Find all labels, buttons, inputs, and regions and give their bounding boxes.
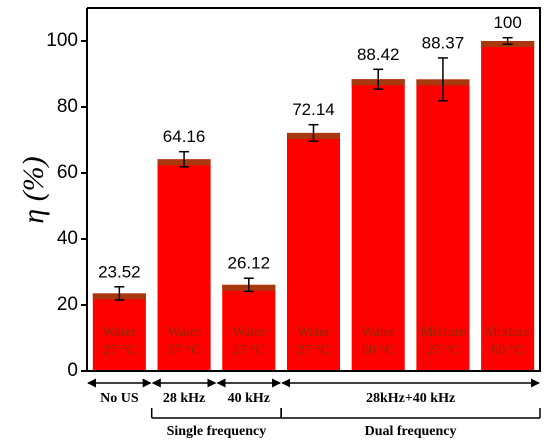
y-tick-label: 80 (57, 96, 78, 117)
value-label: 64.16 (163, 127, 206, 146)
bar-label: Water (297, 325, 330, 340)
bar-label: 27 °C (427, 343, 459, 358)
group-label: 28kHz+40 kHz (366, 391, 455, 406)
bar-label: Water (362, 325, 395, 340)
bar (222, 284, 276, 371)
bar-label: 60 °C (491, 343, 523, 358)
value-label: 72.14 (292, 100, 335, 119)
super-group-label: Single frequency (167, 424, 267, 439)
bar-label: Mixture (485, 325, 530, 340)
bar (416, 79, 470, 371)
bar-label: Mixture (420, 325, 465, 340)
bar-label: Water (232, 325, 265, 340)
bar-label: Water (103, 325, 136, 340)
y-tick-label: 60 (57, 162, 78, 183)
bar-label: 27 °C (103, 343, 135, 358)
y-tick-label: 100 (46, 30, 78, 51)
y-tick-label: 0 (67, 360, 78, 381)
y-tick-label: 40 (57, 228, 78, 249)
bar (286, 132, 341, 371)
bar (92, 293, 146, 371)
group-label: 40 kHz (228, 391, 270, 406)
bar-label: 27 °C (168, 343, 200, 358)
value-label: 26.12 (228, 254, 271, 273)
bar (351, 79, 405, 372)
bar-label: 27 °C (297, 343, 329, 358)
value-label: 23.52 (98, 262, 141, 281)
y-axis-label: η (%) (17, 156, 50, 223)
bar (157, 159, 211, 371)
y-tick-label: 20 (57, 294, 78, 315)
bar-label: 27 °C (233, 343, 265, 358)
group-label: 28 kHz (163, 391, 205, 406)
value-label: 100 (493, 13, 521, 32)
bar (481, 41, 535, 371)
group-label: No US (100, 391, 139, 406)
bar-label: 60 °C (362, 343, 394, 358)
axis-frame (86, 7, 541, 372)
super-group-label: Dual frequency (365, 424, 457, 439)
value-label: 88.37 (422, 33, 465, 52)
value-label: 88.42 (357, 45, 400, 64)
bar-label: Water (168, 325, 201, 340)
